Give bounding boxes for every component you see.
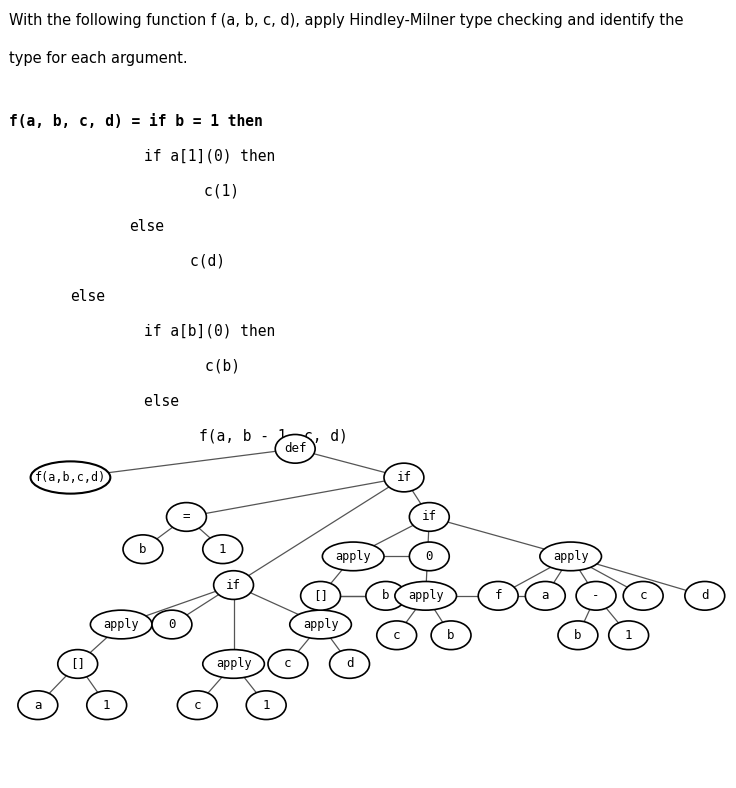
Ellipse shape [18, 691, 57, 719]
Ellipse shape [166, 503, 206, 531]
Text: def: def [284, 442, 306, 455]
Ellipse shape [247, 691, 286, 719]
Ellipse shape [623, 582, 663, 610]
Ellipse shape [202, 649, 264, 678]
Text: a: a [542, 589, 549, 602]
Ellipse shape [478, 582, 518, 610]
Text: f(a, b - 1, c, d): f(a, b - 1, c, d) [129, 429, 347, 444]
Text: type for each argument.: type for each argument. [9, 50, 188, 65]
Text: f: f [495, 589, 502, 602]
Ellipse shape [609, 621, 648, 649]
Text: c: c [284, 657, 291, 671]
Text: c: c [640, 589, 647, 602]
Text: 1: 1 [103, 699, 110, 712]
Text: 1: 1 [219, 543, 227, 556]
Ellipse shape [409, 542, 449, 571]
Ellipse shape [526, 582, 565, 610]
Text: d: d [346, 657, 353, 671]
Ellipse shape [202, 535, 243, 563]
Text: apply: apply [408, 589, 444, 602]
Text: if a[1](0) then: if a[1](0) then [144, 149, 275, 164]
Text: else: else [129, 219, 164, 234]
Ellipse shape [540, 542, 601, 571]
Text: c(1): c(1) [169, 184, 239, 199]
Text: if a[b](0) then: if a[b](0) then [109, 324, 275, 339]
Ellipse shape [31, 461, 110, 493]
Text: c: c [194, 699, 201, 712]
Text: apply: apply [216, 657, 252, 671]
Text: if: if [226, 578, 241, 592]
Text: apply: apply [336, 550, 371, 563]
Ellipse shape [431, 621, 471, 649]
Text: With the following function f (a, b, c, d), apply Hindley-Milner type checking a: With the following function f (a, b, c, … [9, 13, 683, 28]
Text: 1: 1 [625, 629, 632, 641]
Text: 0: 0 [169, 618, 176, 631]
Text: b: b [447, 629, 455, 641]
Text: if: if [397, 471, 411, 484]
Text: b: b [139, 543, 146, 556]
Text: a: a [34, 699, 41, 712]
Text: -: - [592, 589, 600, 602]
Text: apply: apply [553, 550, 589, 563]
Text: c(b): c(b) [135, 359, 240, 374]
Ellipse shape [57, 649, 98, 678]
Ellipse shape [290, 610, 351, 639]
Text: 1: 1 [263, 699, 270, 712]
Text: f(a, b, c, d) = if b = 1 then: f(a, b, c, d) = if b = 1 then [9, 113, 263, 128]
Ellipse shape [213, 571, 253, 600]
Ellipse shape [123, 535, 163, 563]
Ellipse shape [558, 621, 598, 649]
Ellipse shape [366, 582, 406, 610]
Ellipse shape [395, 582, 456, 610]
Ellipse shape [275, 434, 315, 463]
Text: b: b [574, 629, 581, 641]
Ellipse shape [87, 691, 127, 719]
Ellipse shape [377, 621, 417, 649]
Text: else: else [70, 288, 105, 304]
Text: apply: apply [103, 618, 139, 631]
Text: =: = [183, 511, 190, 523]
Text: f(a,b,c,d): f(a,b,c,d) [35, 471, 106, 484]
Text: d: d [701, 589, 709, 602]
Ellipse shape [409, 503, 449, 531]
Ellipse shape [576, 582, 616, 610]
Ellipse shape [268, 649, 308, 678]
Ellipse shape [330, 649, 369, 678]
Ellipse shape [177, 691, 217, 719]
Text: if: if [422, 511, 436, 523]
Text: c: c [393, 629, 400, 641]
Text: []: [] [70, 657, 85, 671]
Text: c(d): c(d) [155, 254, 224, 269]
Ellipse shape [685, 582, 725, 610]
Ellipse shape [322, 542, 384, 571]
Text: else: else [109, 394, 179, 409]
Ellipse shape [384, 463, 424, 492]
Text: b: b [382, 589, 389, 602]
Ellipse shape [152, 610, 192, 639]
Ellipse shape [91, 610, 152, 639]
Text: []: [] [313, 589, 328, 602]
Text: apply: apply [302, 618, 339, 631]
Text: 0: 0 [425, 550, 433, 563]
Ellipse shape [300, 582, 341, 610]
